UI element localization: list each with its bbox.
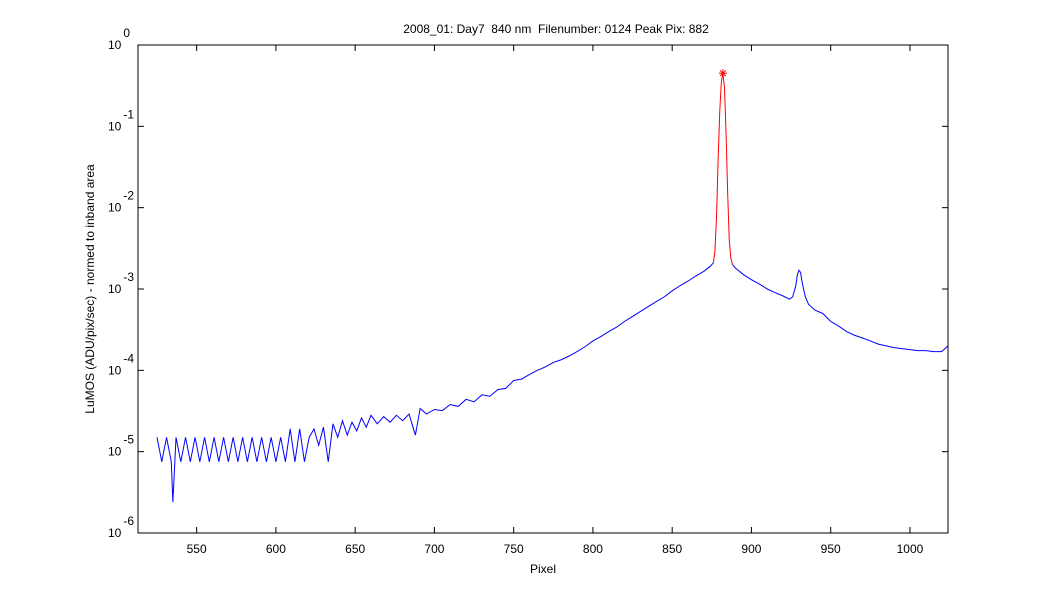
y-tick-label: 100 [108,26,130,52]
x-tick-label: 1000 [897,542,924,556]
y-axis-label: LuMOS (ADU/pix/sec) - normed to inband a… [83,164,97,414]
data-line [156,262,949,503]
y-tick-label: 10-1 [108,107,134,133]
x-tick-label: 950 [821,542,841,556]
y-tick-label: 10-6 [108,514,134,540]
chart-title: 2008_01: Day7 840 nm Filenumber: 0124 Pe… [403,22,709,36]
x-tick-label: 650 [345,542,365,556]
x-tick-label: 550 [187,542,207,556]
x-tick-label: 750 [504,542,524,556]
x-tick-label: 700 [424,542,444,556]
x-tick-label: 900 [741,542,761,556]
x-axis-label: Pixel [530,562,556,576]
x-tick-label: 850 [662,542,682,556]
y-tick-label: 10-3 [108,270,134,296]
peak-marker [718,69,727,78]
plot-area [137,44,949,534]
y-tick-label: 10-2 [108,189,134,215]
x-tick-label: 800 [583,542,603,556]
x-tick-label: 600 [266,542,286,556]
y-tick-label: 10-5 [108,433,134,459]
y-tick-label: 10-4 [108,351,134,377]
